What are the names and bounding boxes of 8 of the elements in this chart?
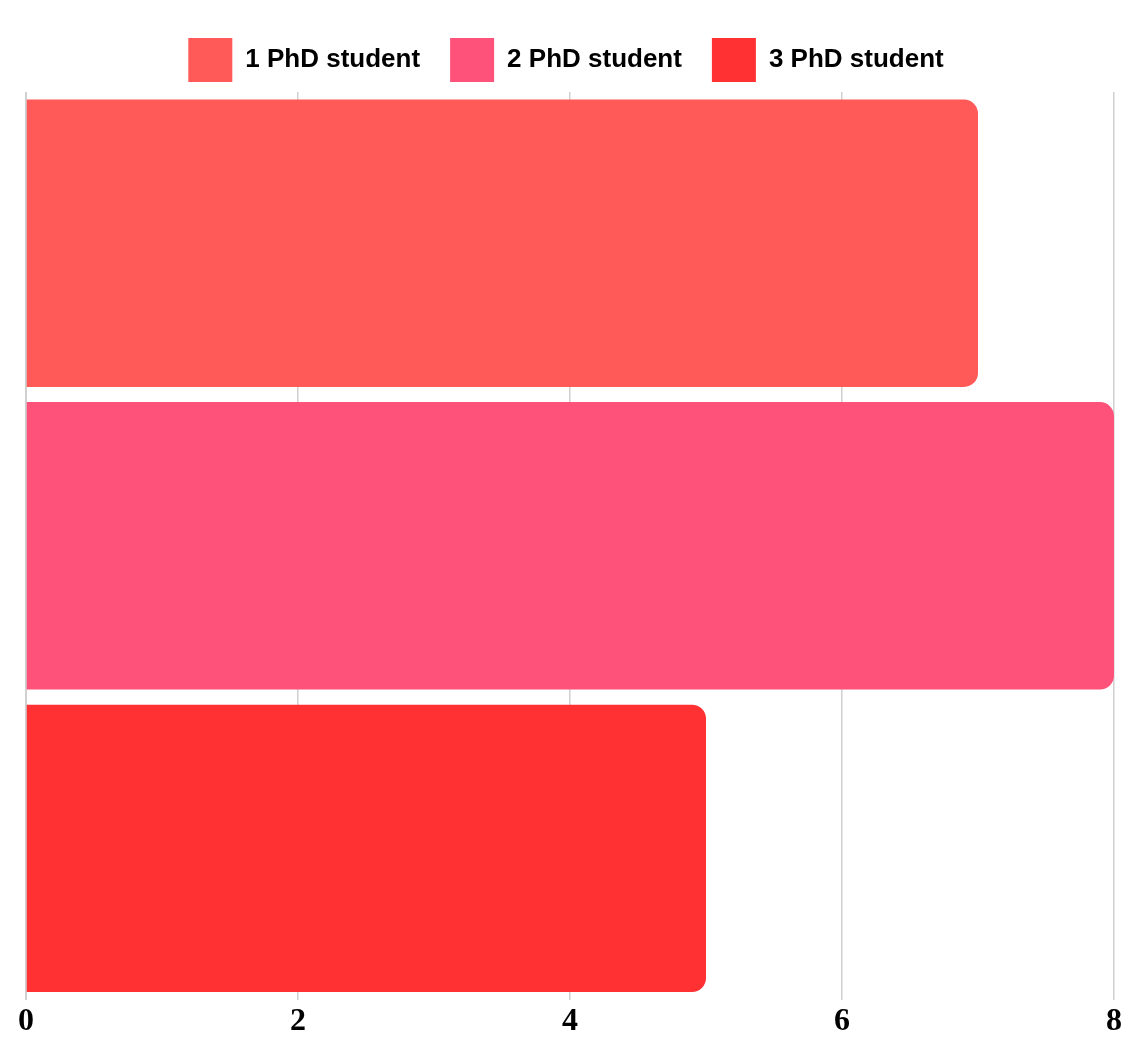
x-tick-label: 4	[562, 1001, 578, 1038]
x-tick-label: 0	[18, 1001, 34, 1038]
x-tick-label: 2	[290, 1001, 306, 1038]
x-tick-label: 6	[834, 1001, 850, 1038]
legend-label: 2 PhD student	[507, 43, 683, 74]
legend-label: 1 PhD student	[245, 43, 421, 74]
legend-label: 3 PhD student	[768, 43, 945, 74]
x-tick-label: 8	[1106, 1001, 1122, 1038]
